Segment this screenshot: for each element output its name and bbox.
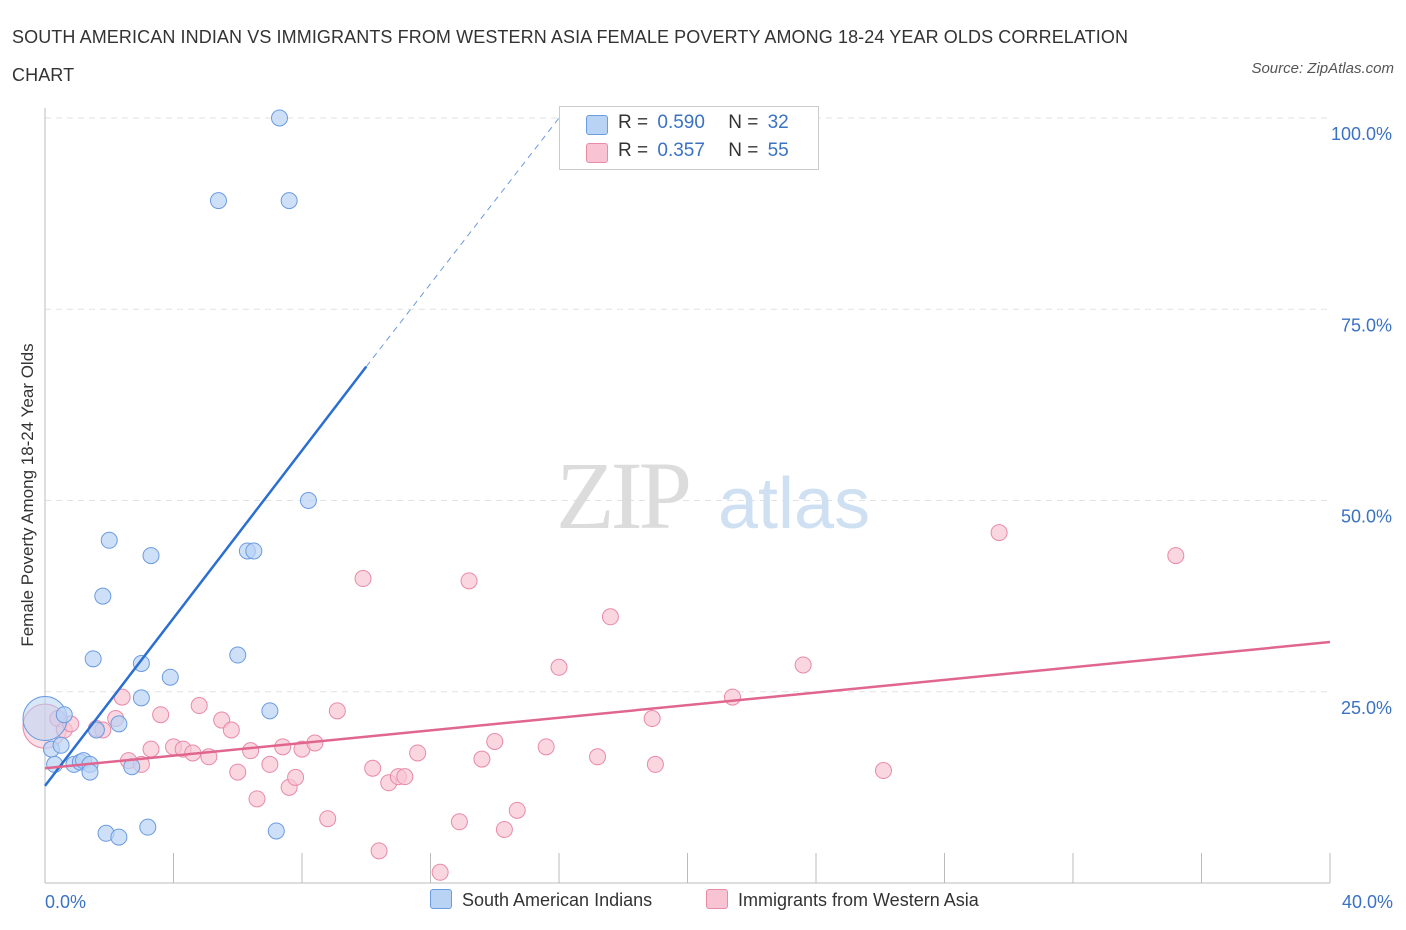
source-label: Source: ZipAtlas.com	[1251, 60, 1394, 77]
point-immigrants	[1167, 547, 1185, 565]
legend-r-label: R =	[618, 140, 649, 161]
point-immigrants	[431, 863, 449, 881]
series-immigrants-points	[22, 524, 1185, 881]
legend-n-value-series2: 55	[767, 140, 789, 161]
legend-swatch-series2	[586, 143, 608, 163]
point-south-american	[271, 109, 289, 127]
point-immigrants	[229, 763, 247, 781]
correlation-legend: R = 0.590 N = 32 R = 0.357 N = 55	[559, 106, 819, 170]
legend-item-immigrants-western-asia: Immigrants from Western Asia	[706, 889, 979, 911]
legend-r-label: R =	[618, 112, 649, 133]
point-south-american	[132, 689, 150, 707]
point-immigrants	[152, 706, 170, 724]
point-south-american	[161, 668, 179, 686]
x-tick-label: 40.0%	[1342, 892, 1393, 912]
point-south-american	[94, 587, 112, 605]
x-tick-label: 0.0%	[45, 892, 86, 912]
watermark-zip: ZIP	[556, 442, 689, 549]
point-immigrants	[190, 697, 208, 715]
legend-item-south-american-indians: South American Indians	[430, 889, 652, 911]
legend-r-value-series1: 0.590	[657, 112, 705, 133]
legend-n-value-series1: 32	[767, 112, 789, 133]
legend-label-immigrants: Immigrants from Western Asia	[738, 890, 979, 910]
point-immigrants	[364, 759, 382, 777]
chart-title: SOUTH AMERICAN INDIAN VS IMMIGRANTS FROM…	[12, 27, 1129, 85]
point-immigrants	[486, 732, 504, 750]
point-immigrants	[601, 608, 619, 626]
point-south-american	[110, 715, 128, 733]
point-immigrants	[319, 810, 337, 828]
watermark: ZIP atlas	[556, 442, 870, 549]
series-south-american-points	[22, 109, 317, 846]
point-immigrants	[646, 755, 664, 773]
trend-lines	[44, 117, 1331, 787]
point-south-american	[52, 736, 70, 754]
y-tick-label: 25.0%	[1341, 698, 1392, 718]
point-south-american	[267, 822, 285, 840]
point-immigrants	[396, 768, 414, 786]
point-immigrants	[142, 740, 160, 758]
point-immigrants	[874, 762, 892, 780]
legend-r-value-series2: 0.357	[657, 140, 705, 161]
point-south-american	[139, 818, 157, 836]
point-south-american	[209, 192, 227, 210]
point-immigrants	[794, 656, 812, 674]
point-south-american	[299, 492, 317, 509]
point-south-american	[245, 542, 263, 560]
legend-n-label: N =	[728, 140, 759, 161]
legend-swatch-series1	[586, 115, 608, 135]
point-immigrants	[328, 702, 346, 720]
point-south-american	[229, 646, 247, 664]
point-immigrants	[473, 750, 491, 768]
point-south-american	[280, 192, 298, 210]
point-south-american	[81, 763, 99, 781]
point-immigrants	[589, 748, 607, 766]
legend-label-south-american: South American Indians	[462, 890, 653, 910]
y-tick-label: 100.0%	[1331, 124, 1392, 144]
legend-swatch-immigrants	[706, 889, 728, 909]
point-immigrants	[460, 572, 478, 590]
trend-line-south-american-extension	[365, 117, 560, 367]
point-immigrants	[242, 742, 260, 760]
point-immigrants	[370, 842, 388, 860]
point-south-american	[110, 828, 128, 846]
point-immigrants	[354, 570, 372, 588]
point-south-american	[100, 531, 118, 549]
point-south-american	[132, 654, 150, 672]
point-south-american	[142, 547, 160, 565]
point-immigrants	[450, 813, 468, 831]
point-immigrants	[409, 744, 427, 762]
point-immigrants	[287, 768, 305, 786]
point-immigrants	[274, 738, 292, 756]
point-south-american	[84, 650, 102, 668]
point-immigrants	[537, 738, 555, 756]
point-immigrants	[990, 524, 1008, 542]
legend-swatch-south-american	[430, 889, 452, 909]
trend-line-immigrants	[44, 640, 1331, 770]
point-immigrants	[550, 658, 568, 676]
tick-labels: 25.0% 50.0% 75.0% 100.0% 0.0% 40.0%	[45, 124, 1393, 912]
point-immigrants	[222, 721, 240, 739]
point-immigrants	[261, 755, 279, 773]
point-south-american	[55, 706, 73, 724]
legend-n-label: N =	[728, 112, 759, 133]
point-immigrants	[248, 790, 266, 808]
y-tick-label: 75.0%	[1341, 315, 1392, 335]
watermark-atlas: atlas	[718, 464, 870, 544]
y-tick-label: 50.0%	[1341, 507, 1392, 527]
point-south-american	[261, 702, 279, 720]
point-immigrants	[643, 710, 661, 728]
trend-line-south-american	[44, 365, 368, 787]
point-immigrants	[508, 801, 526, 819]
point-immigrants	[723, 688, 741, 706]
point-immigrants	[495, 820, 513, 838]
grid-lines	[45, 117, 1330, 693]
